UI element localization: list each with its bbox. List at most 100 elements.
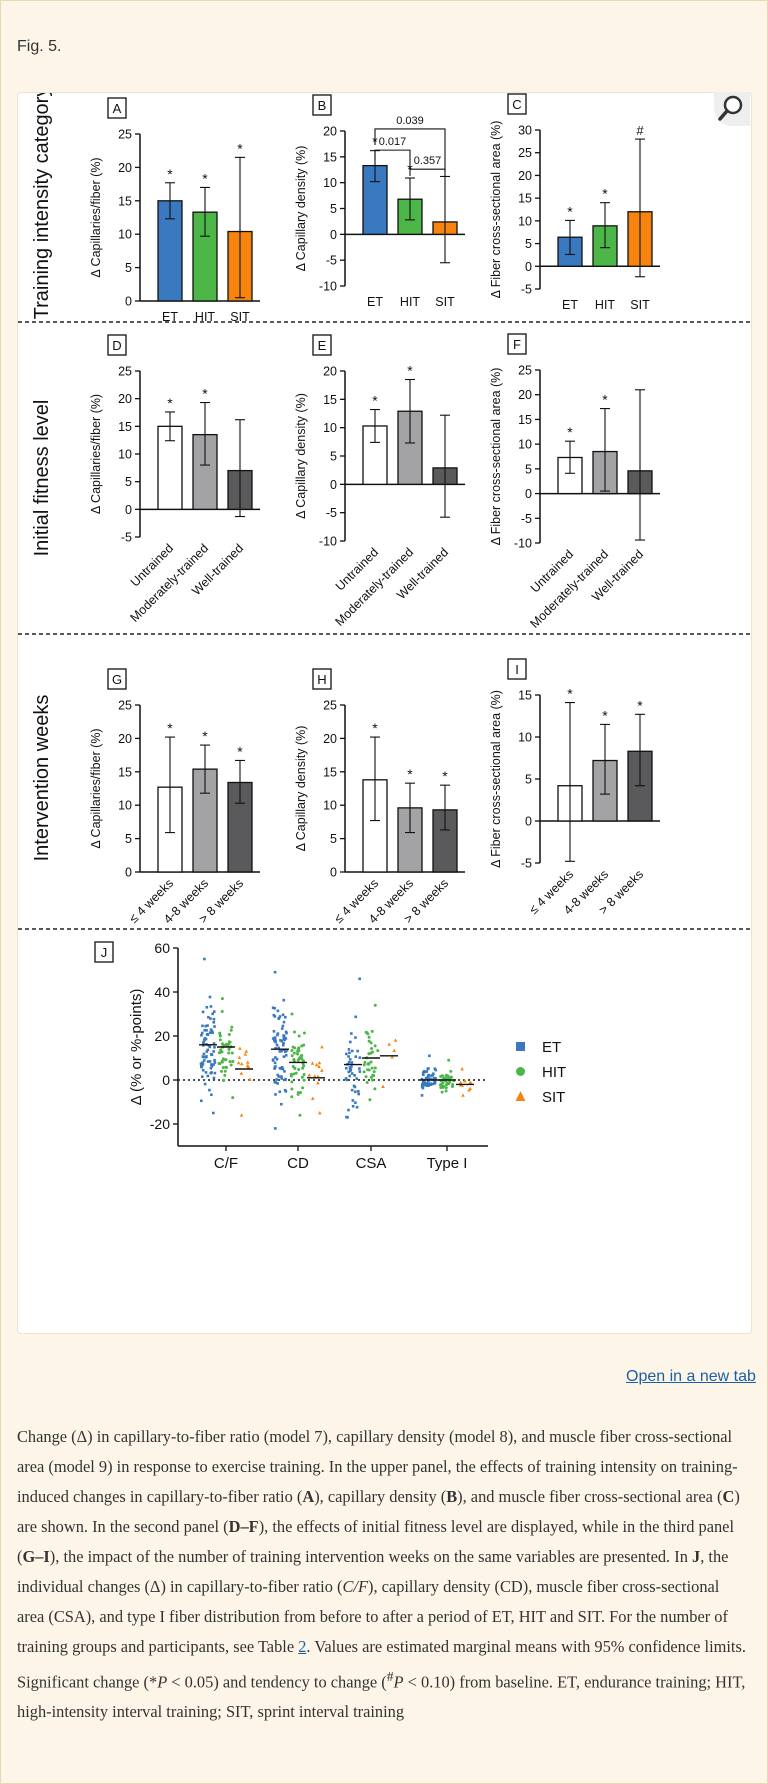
scatter-point xyxy=(283,1070,286,1073)
magnifier-icon xyxy=(718,95,743,121)
scatter-point xyxy=(460,1067,464,1071)
open-in-new-tab-link[interactable]: Open in a new tab xyxy=(626,1368,756,1385)
panel-letter: J xyxy=(101,945,108,960)
y-tick-label: 15 xyxy=(323,150,337,164)
scatter-point xyxy=(312,1074,317,1078)
y-axis-label-group: Δ Capillaries/fiber (%) xyxy=(89,394,103,514)
scatter-point xyxy=(350,1049,354,1053)
scatter-point xyxy=(393,1038,398,1042)
scatter-point xyxy=(468,1086,473,1090)
legend-marker xyxy=(515,1091,526,1101)
figure-caption: Change (Δ) in capillary-to-fiber ratio (… xyxy=(17,1422,750,1727)
scatter-point xyxy=(223,1073,227,1077)
scatter-point xyxy=(201,1055,205,1058)
scatter-point xyxy=(440,1090,444,1094)
scatter-point xyxy=(426,1083,430,1087)
y-tick-label: 25 xyxy=(518,146,532,160)
caption-text: ), the effects of initial fitness level … xyxy=(17,1517,735,1566)
scatter-point xyxy=(281,1024,285,1028)
scatter-point xyxy=(210,1065,214,1068)
scatter-point xyxy=(420,1094,424,1097)
scatter-point xyxy=(291,1064,295,1068)
significance-mark: * xyxy=(442,768,448,784)
caption-text: . Values are estimated marginal means wi… xyxy=(17,1637,746,1692)
scatter-point xyxy=(354,1101,357,1104)
y-tick-label: 10 xyxy=(323,176,337,190)
scatter-point xyxy=(425,1070,429,1073)
scatter-point xyxy=(209,1028,213,1031)
scatter-point xyxy=(218,1034,222,1038)
scatter-point xyxy=(300,1044,304,1048)
caption-bold: A xyxy=(302,1487,315,1506)
panel-letter: A xyxy=(113,101,122,116)
scatter-point xyxy=(199,1099,203,1103)
significance-mark: * xyxy=(602,392,608,408)
y-tick-label: 60 xyxy=(154,940,170,956)
scatter-point xyxy=(283,1078,287,1082)
scatter-point xyxy=(218,1038,222,1042)
panel-letter: D xyxy=(112,338,121,353)
scatter-point xyxy=(202,1055,206,1059)
scatter-point xyxy=(200,1033,203,1037)
significance-mark: * xyxy=(167,720,173,736)
y-tick-label: 5 xyxy=(330,202,337,216)
scatter-point xyxy=(244,1049,249,1053)
scatter-point xyxy=(354,1036,357,1039)
x-tick-label: CSA xyxy=(356,1155,387,1172)
scatter-point xyxy=(350,1072,354,1075)
scatter-point xyxy=(231,1060,235,1064)
scatter-point xyxy=(213,1058,216,1062)
scatter-point xyxy=(212,1111,215,1115)
figure-image[interactable]: Training intensity category Initial fitne… xyxy=(17,92,752,1334)
significance-mark: * xyxy=(372,720,378,736)
scatter-point xyxy=(307,1073,312,1077)
significance-mark: * xyxy=(602,186,608,202)
scatter-point xyxy=(273,1015,277,1018)
scatter-point xyxy=(277,1075,281,1078)
significance-mark: * xyxy=(567,686,573,702)
scatter-point xyxy=(350,1065,353,1068)
y-axis-label-group: Δ Fiber cross-sectional area (%) xyxy=(489,368,503,546)
caption-text: ), and muscle fiber cross-sectional area… xyxy=(457,1487,723,1506)
scatter-point xyxy=(278,1066,282,1070)
scatter-point xyxy=(209,1017,212,1020)
scatter-point xyxy=(201,1061,204,1064)
scatter-point xyxy=(463,1078,467,1083)
scatter-point xyxy=(347,1055,350,1058)
scatter-point xyxy=(220,1010,224,1014)
significance-mark: * xyxy=(567,424,573,440)
scatter-point xyxy=(348,1058,352,1061)
scatter-point xyxy=(350,1032,353,1035)
scatter-point xyxy=(239,1071,244,1075)
scatter-point xyxy=(227,1051,231,1055)
x-tick-label: ET xyxy=(367,295,383,309)
scatter-point xyxy=(273,1067,276,1070)
y-tick-label: 20 xyxy=(118,732,132,746)
scatter-point xyxy=(218,1061,222,1065)
scatter-point xyxy=(201,1024,204,1028)
scatter-point xyxy=(310,1096,315,1100)
scatter-point xyxy=(427,1074,430,1078)
scatter-point xyxy=(206,1024,209,1027)
panel-j: J -20 0 20 40 60 Δ (% or %-points) C/F CD CSA Type… xyxy=(94,940,566,1172)
y-axis-label-group: Δ Fiber cross-sectional area (%) xyxy=(489,121,503,299)
y-tick-label: -5 xyxy=(521,283,532,297)
scatter-point xyxy=(273,1061,277,1065)
scatter-point xyxy=(290,1012,294,1016)
scatter-point xyxy=(282,998,286,1002)
table-link[interactable]: 2 xyxy=(298,1637,307,1656)
scatter-point xyxy=(281,1013,285,1017)
scatter-point xyxy=(211,1012,214,1016)
scatter-point xyxy=(205,1006,209,1009)
y-tick-label: 5 xyxy=(125,832,132,846)
y-axis-label: Δ Fiber cross-sectional area (%) xyxy=(489,121,503,299)
scatter-point xyxy=(245,1060,250,1064)
scatter-point xyxy=(347,1061,351,1064)
zoom-button[interactable] xyxy=(714,92,750,126)
y-axis-label: Δ Capillary density (%) xyxy=(294,393,308,519)
comparison-bracket xyxy=(374,128,446,173)
scatter-point xyxy=(348,1074,352,1078)
scatter-point xyxy=(281,1067,285,1071)
scatter-point xyxy=(210,1093,213,1097)
y-tick-label: 0 xyxy=(125,503,132,517)
